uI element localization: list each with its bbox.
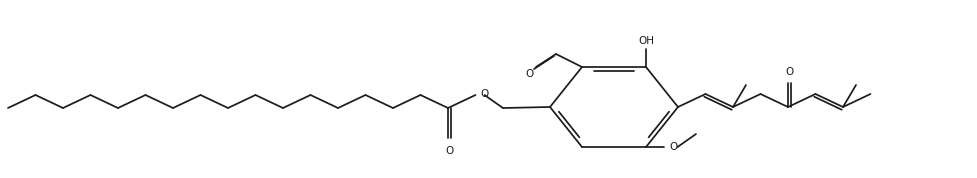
Text: O: O <box>785 67 792 77</box>
Text: O: O <box>480 89 488 99</box>
Text: O: O <box>445 146 452 156</box>
Text: O: O <box>669 142 677 152</box>
Text: OH: OH <box>637 36 654 46</box>
Text: O: O <box>525 69 532 79</box>
